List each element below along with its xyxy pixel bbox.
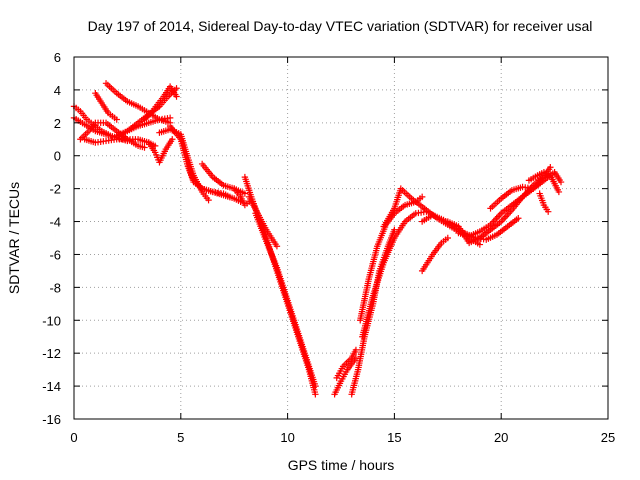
x-tick-label: 5 xyxy=(177,430,184,445)
x-tick-label: 0 xyxy=(70,430,77,445)
y-axis-label: SDTVAR / TECUs xyxy=(6,182,22,294)
data-point xyxy=(557,178,565,186)
y-tick-label: -6 xyxy=(49,247,61,262)
data-point xyxy=(476,241,484,248)
data-point xyxy=(547,164,554,171)
data-point xyxy=(544,208,552,215)
y-tick-label: 0 xyxy=(54,149,61,164)
data-point xyxy=(173,93,180,100)
data-point xyxy=(352,346,360,354)
x-axis-label: GPS time / hours xyxy=(288,457,395,473)
y-tick-label: 2 xyxy=(54,116,61,131)
series-arc26 xyxy=(418,234,451,275)
y-tick-label: -14 xyxy=(42,379,61,394)
chart-title: Day 197 of 2014, Sidereal Day-to-day VTE… xyxy=(88,18,593,34)
series-arc13 xyxy=(184,160,234,201)
data-point xyxy=(205,196,212,204)
data-point xyxy=(391,226,398,233)
data-point xyxy=(273,243,281,250)
series-arc10 xyxy=(145,136,176,166)
series-arc12 xyxy=(166,122,244,205)
data-point xyxy=(241,190,249,197)
y-tick-label: -16 xyxy=(42,412,61,427)
series-arc15 xyxy=(231,185,253,209)
data-point xyxy=(444,234,451,242)
series-arc17 xyxy=(252,210,319,390)
series-arc23 xyxy=(357,193,426,324)
series-arc5 xyxy=(92,90,120,123)
data-point xyxy=(312,391,319,398)
series-arc19 xyxy=(331,354,360,398)
y-tick-label: 4 xyxy=(54,83,61,98)
x-tick-label: 20 xyxy=(494,430,508,445)
series-arc18 xyxy=(245,193,281,250)
data-point xyxy=(169,136,176,143)
series-arc9 xyxy=(141,83,180,123)
y-tick-label: -10 xyxy=(42,313,61,328)
data-point xyxy=(555,188,563,196)
x-tick-label: 15 xyxy=(387,430,401,445)
data-point xyxy=(113,116,120,123)
data-point xyxy=(312,382,319,390)
data-point xyxy=(141,144,148,151)
data-series-layer xyxy=(70,80,565,398)
y-tick-label: -2 xyxy=(49,182,61,197)
series-arc30 xyxy=(525,168,563,196)
data-point xyxy=(515,215,522,222)
x-tick-label: 10 xyxy=(280,430,294,445)
data-point xyxy=(166,114,174,122)
data-point xyxy=(418,193,426,201)
plot-frame xyxy=(73,56,609,420)
data-point xyxy=(226,193,234,201)
y-tick-label: -4 xyxy=(49,215,61,230)
y-tick-label: -12 xyxy=(42,346,61,361)
y-tick-label: -8 xyxy=(49,280,61,295)
series-arc4 xyxy=(81,136,159,150)
y-tick-label: 6 xyxy=(54,50,61,65)
series-arc20 xyxy=(333,346,360,382)
series-arc8 xyxy=(113,114,174,140)
series-arc31 xyxy=(536,190,552,215)
series-arc22 xyxy=(359,208,430,340)
x-tick-label: 25 xyxy=(601,430,615,445)
